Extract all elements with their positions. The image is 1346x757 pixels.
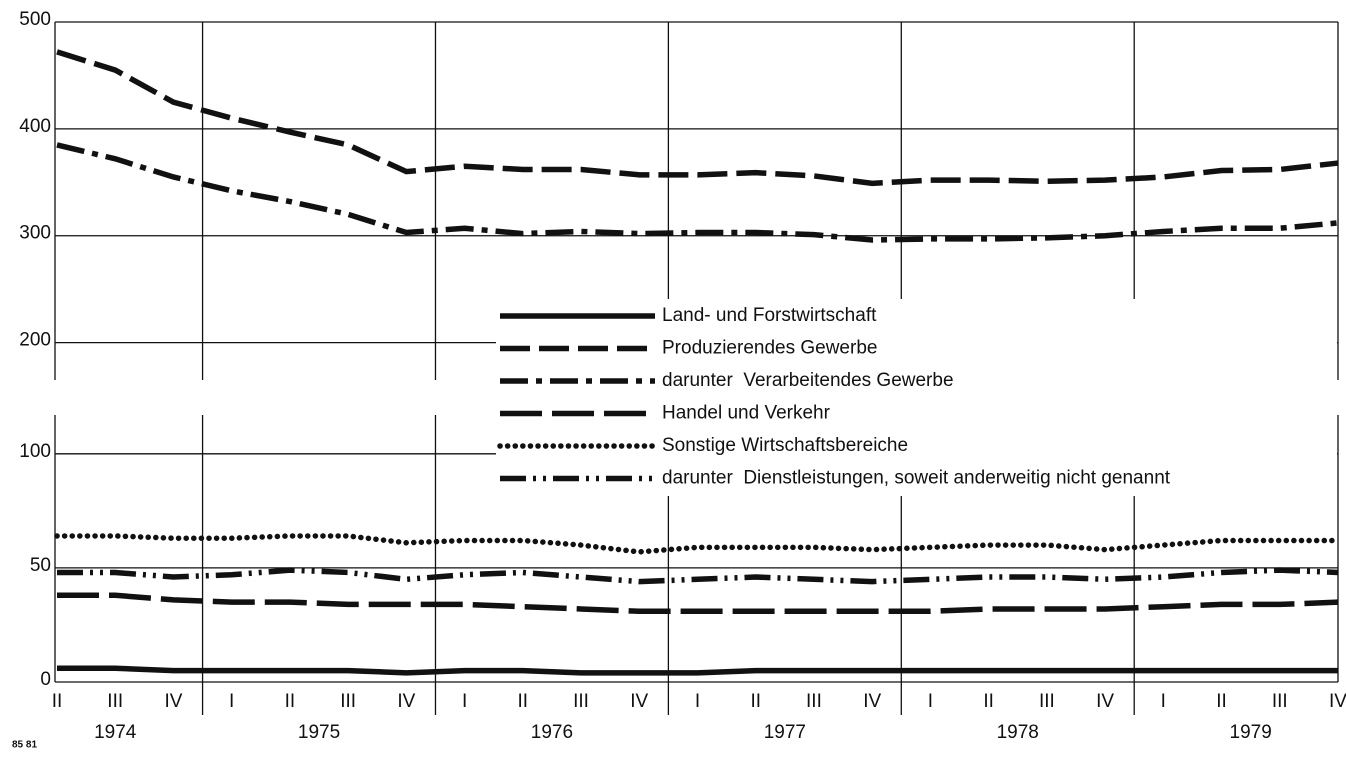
x-tick-label: III [1039, 691, 1055, 712]
year-label: 1976 [531, 722, 573, 743]
x-tick-label: II [285, 691, 296, 712]
series-line [57, 567, 1339, 585]
year-label: 1975 [298, 722, 340, 743]
x-tick-label: I [462, 691, 467, 712]
year-label: 1978 [997, 722, 1039, 743]
year-label: 1979 [1230, 722, 1272, 743]
x-tick-label: IV [164, 691, 182, 712]
year-label: 1977 [764, 722, 806, 743]
legend-label: Sonstige Wirtschaftsbereiche [662, 435, 908, 456]
y-tick-label: 100 [19, 441, 51, 462]
x-tick-label: III [340, 691, 356, 712]
series-line [56, 49, 1339, 187]
x-tick-label: II [52, 691, 63, 712]
legend-label: Land- und Forstwirtschaft [662, 305, 877, 326]
y-tick-label: 50 [30, 555, 51, 576]
y-tick-label: 200 [19, 330, 51, 351]
y-tick-label: 0 [40, 669, 51, 690]
x-tick-label: I [1161, 691, 1166, 712]
x-tick-label: IV [1096, 691, 1114, 712]
x-tick-label: IV [397, 691, 415, 712]
legend-label: Produzierendes Gewerbe [662, 338, 877, 359]
x-tick-label: III [806, 691, 822, 712]
legend-label: darunter Dienstleistungen, soweit anderw… [662, 468, 1171, 489]
footnote: 85 81 [12, 740, 37, 751]
x-tick-label: II [518, 691, 529, 712]
year-label: 1974 [94, 722, 137, 743]
x-tick-label: III [107, 691, 123, 712]
legend-label: Handel und Verkehr [662, 403, 831, 424]
x-tick-label: IV [863, 691, 881, 712]
x-tick-label: IV [630, 691, 648, 712]
x-tick-label: II [1216, 691, 1227, 712]
series-line [57, 592, 1339, 615]
legend-background [496, 299, 1337, 496]
y-tick-label: 500 [19, 9, 51, 30]
x-tick-label: III [573, 691, 589, 712]
x-tick-label: II [983, 691, 994, 712]
x-tick-label: IV [1329, 691, 1346, 712]
series-line [57, 665, 1338, 676]
y-tick-label: 300 [19, 223, 51, 244]
x-tick-label: I [928, 691, 933, 712]
x-tick-label: I [695, 691, 700, 712]
x-tick-label: I [229, 691, 234, 712]
x-tick-label: III [1272, 691, 1288, 712]
x-tick-label: II [750, 691, 761, 712]
series-line [54, 533, 1341, 555]
legend-label: darunter Verarbeitendes Gewerbe [662, 370, 954, 391]
series-line [56, 142, 1339, 243]
y-tick-label: 400 [19, 116, 51, 137]
